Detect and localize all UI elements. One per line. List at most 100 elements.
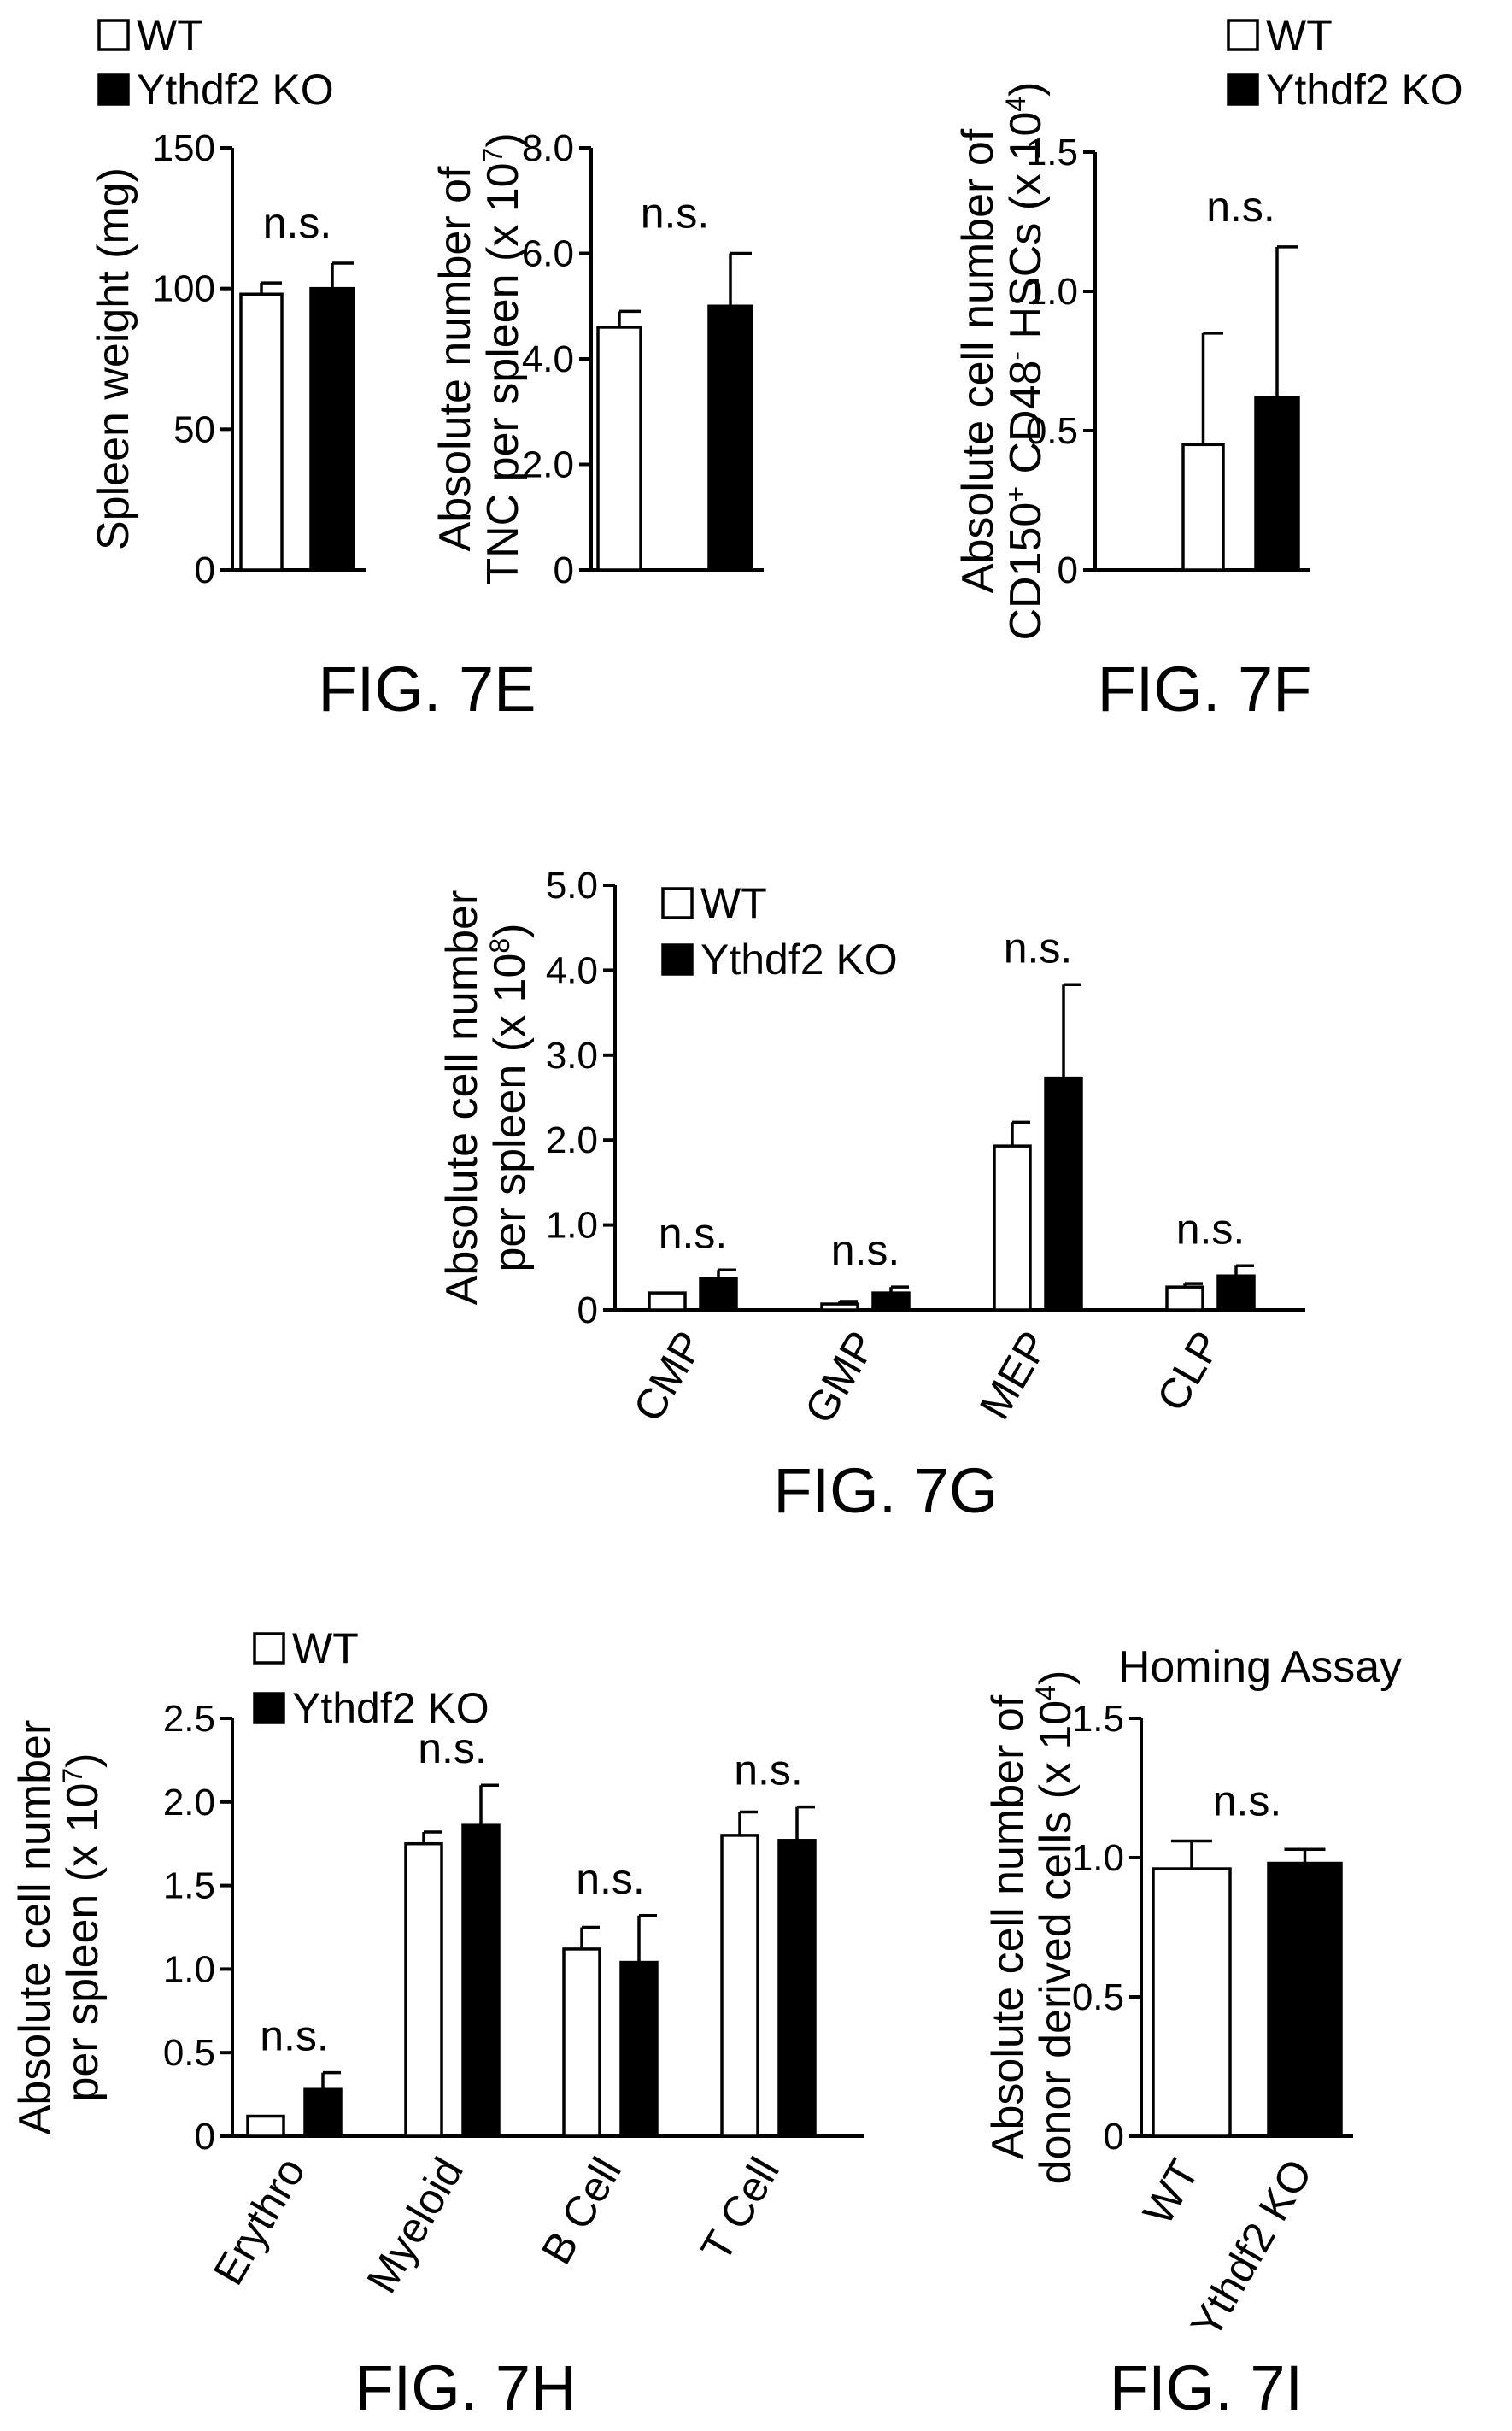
bar-wt [720,1834,759,2138]
fig-7h-caption: FIG. 7H [355,2352,576,2423]
bar-ko [1044,1076,1083,1312]
x-tick-label: CMP [624,1324,712,1430]
bar-wt [239,292,284,572]
bar-ko [1267,1861,1343,2138]
y-axis-label-part: TNC per spleen (x 10 [478,162,528,584]
legend-7e: WT Ythdf2 KO [97,11,334,114]
fig-7e-caption: FIG. 7E [319,654,536,725]
significance-label: n.s. [659,1209,728,1257]
y-tick-label: 2.0 [163,1782,215,1823]
legend-7h: WT Ythdf2 KO [253,1624,489,1732]
y-axis-label-superscript: 7 [57,1768,88,1783]
bar-wt [1165,1285,1204,1312]
y-axis-label-part: CD48 [1001,361,1051,486]
y-axis-label-line2: per spleen (x 108) [484,923,535,1271]
fig-7f-caption: FIG. 7F [1098,654,1312,725]
bar-wt [404,1841,443,2138]
significance-label: n.s. [734,1747,803,1794]
y-axis-label-part: ) [485,923,535,937]
y-axis-label: Spleen weight (mg) [89,167,138,550]
legend-wt-swatch [97,19,130,51]
y-tick-label: 1.5 [1026,132,1078,173]
legend-wt-swatch [1227,19,1259,51]
significance-label: n.s. [418,1724,487,1772]
chart-spleen-weight: 0 50 100 150 Spleen weight (mg) n.s. [89,127,366,591]
legend-ko-swatch [1227,73,1259,106]
chart-progenitors: 0 1.0 2.0 3.0 4.0 5.0 Absolute cell numberper … [437,865,1305,1431]
y-tick-label: 100 [153,268,215,310]
y-tick-label: 1.0 [546,1205,598,1247]
chart-title: Homing Assay [1118,1642,1402,1692]
legend-wt-label: WT [700,879,767,927]
bar-wt [1181,443,1225,572]
y-axis-label-part: ) [58,1753,108,1767]
y-tick-label: 1.5 [163,1865,215,1907]
legend-7g: WT Ythdf2 KO [661,879,898,984]
y-axis-label-part: ) [478,132,528,147]
y-axis-label-line2: donor derived cells (x 104) [1030,1671,1081,2185]
y-tick-label: 0 [195,549,215,591]
legend-wt-swatch [661,887,694,919]
bar-ko [1254,396,1300,572]
fig-7g-caption: FIG. 7G [773,1455,998,1526]
y-axis-label-line1: Absolute cell number of [983,1694,1033,2159]
y-axis-label-superscript: + [1000,486,1031,502]
y-tick-label: 2.0 [546,1119,598,1161]
bar-ko [1216,1274,1256,1312]
x-tick-label: Erythro [204,2150,314,2293]
y-tick-label: 0 [1104,2116,1124,2158]
y-tick-label: 0.5 [1026,410,1078,452]
legend-ko-label: Ythdf2 KO [137,66,334,114]
chart-lineages: 0 0.5 1.0 1.5 2.0 2.5 Absolute cell numberper … [10,1698,864,2301]
x-tick-label: Myeloid [357,2150,472,2301]
y-axis-label-part: donor derived cells (x 10 [1031,1700,1081,2185]
y-axis-label-line2: CD150+ CD48- HSCs (x 104) [1000,81,1051,640]
y-axis-label-line1: Absolute cell number of [953,128,1003,593]
x-tick-label: CLP [1147,1324,1230,1419]
bar-wt [246,2114,285,2138]
y-axis-label-line1: Absolute cell number [437,890,487,1306]
y-axis-label-part: CD150 [1001,502,1051,641]
y-tick-label: 50 [173,408,215,450]
y-tick-label: 2.0 [522,444,574,486]
legend-ko-swatch [661,943,694,976]
bar-wt [820,1302,859,1312]
y-tick-label: 0 [577,1289,598,1331]
y-axis-label-line2: per spleen (x 107) [57,1753,108,2101]
y-axis-label-superscript: - [1000,351,1031,361]
bar-ko [303,2087,343,2138]
legend-ko-label: Ythdf2 KO [1266,66,1463,114]
y-tick-label: 3.0 [546,1035,598,1077]
significance-label: n.s. [641,190,710,238]
bar-ko [699,1277,738,1312]
x-tick-label: GMP [795,1324,885,1432]
y-tick-label: 1.5 [1072,1698,1124,1740]
legend-wt-label: WT [137,11,203,59]
bar-ko [461,1823,501,2138]
legend-ko-label: Ythdf2 KO [700,936,898,984]
bar-ko [619,1960,659,2138]
bar-ko [777,1839,817,2138]
y-tick-label: 5.0 [546,865,598,907]
x-tick-label: WT [1134,2152,1208,2233]
legend-ko-swatch [253,1692,285,1724]
bar-wt [596,326,642,572]
y-tick-label: 0.5 [1072,1976,1124,2018]
y-axis-label-superscript: 7 [478,148,508,163]
y-axis-label-part: ) [1031,1671,1081,1685]
bar-ko [309,286,355,572]
y-tick-label: 1.0 [1026,271,1078,313]
x-tick-label: B Cell [532,2150,630,2273]
y-tick-label: 0 [554,549,574,591]
y-tick-label: 1.0 [163,1948,215,1990]
y-axis-label-superscript: 4 [1030,1685,1061,1700]
y-axis-label-part: per spleen (x 10 [58,1783,108,2102]
legend-wt-label: WT [292,1624,359,1672]
bar-wt [648,1291,687,1312]
x-tick-label: T Cell [692,2150,788,2270]
y-tick-label: 2.5 [163,1698,215,1740]
significance-label: n.s. [1213,1776,1282,1824]
legend-7f: WT Ythdf2 KO [1227,11,1463,114]
